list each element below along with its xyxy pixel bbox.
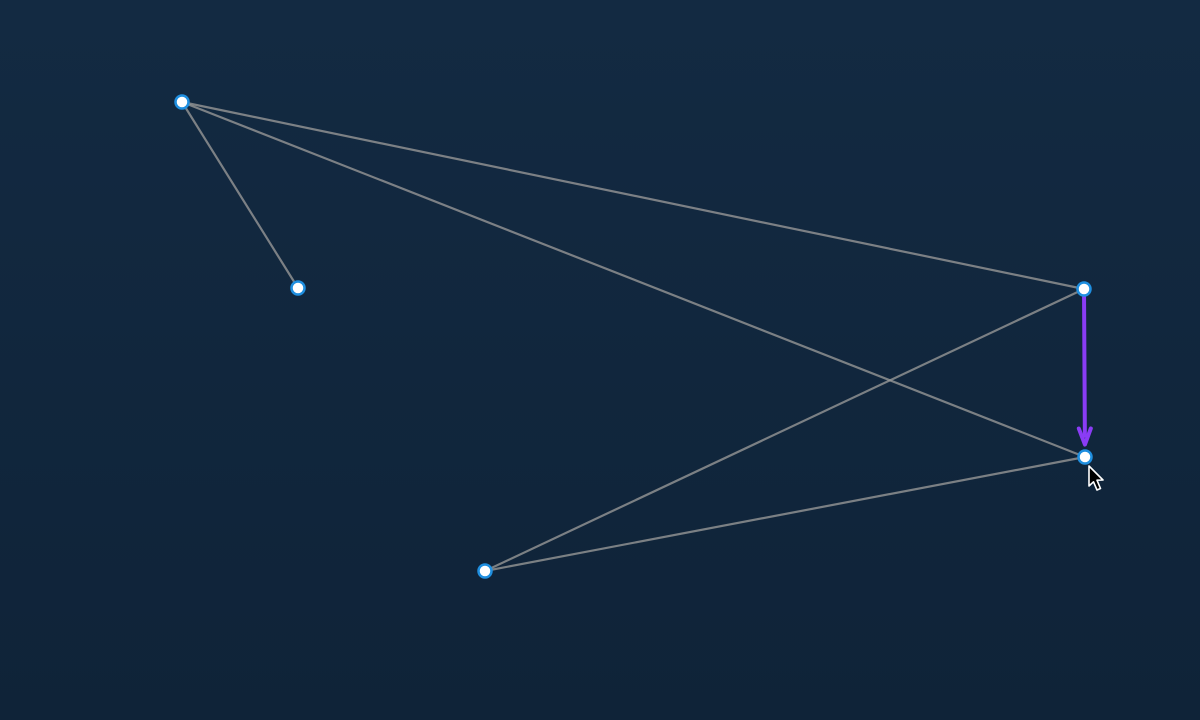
graph-node[interactable]: [176, 96, 189, 109]
graph-node[interactable]: [292, 282, 305, 295]
graph-node[interactable]: [1079, 451, 1092, 464]
network-diagram: [0, 0, 1200, 720]
active-edge-arrow: [1084, 297, 1085, 435]
graph-node[interactable]: [479, 565, 492, 578]
graph-node[interactable]: [1078, 283, 1091, 296]
